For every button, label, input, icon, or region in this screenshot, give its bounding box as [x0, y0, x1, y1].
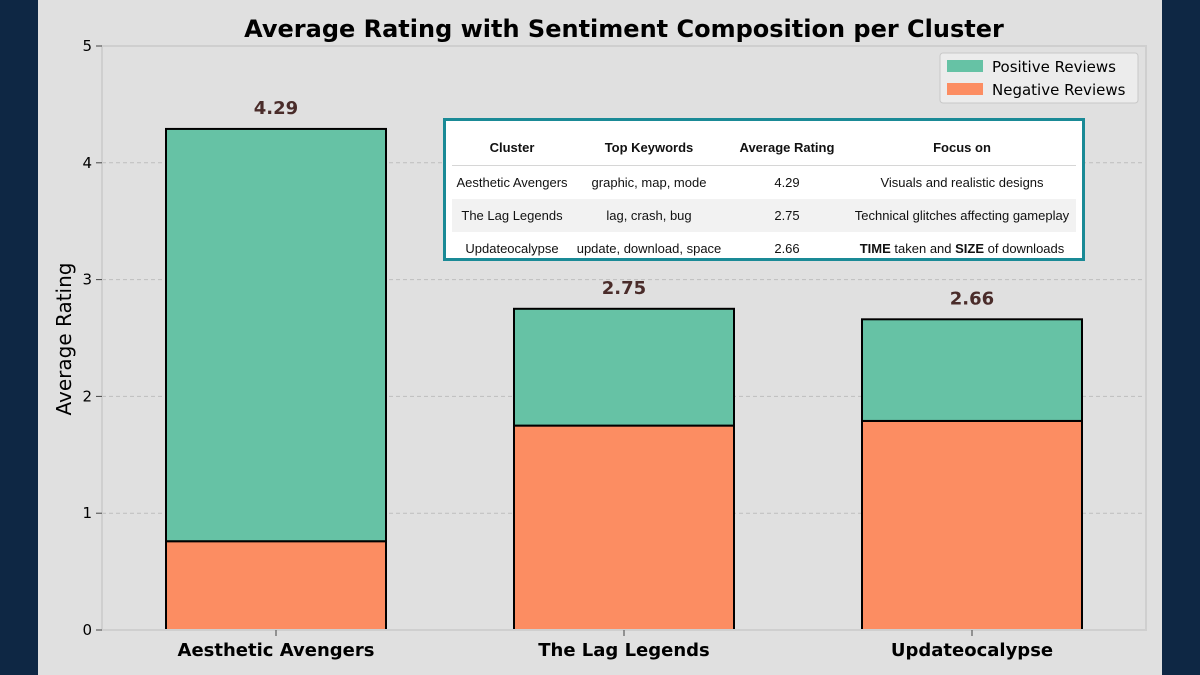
cell-focus: Visuals and realistic designs [880, 175, 1044, 190]
cell-cluster: Updateocalypse [465, 241, 559, 256]
bar-positive-reviews [861, 318, 1083, 422]
bar-positive-reviews [513, 307, 735, 427]
cell-keywords: lag, crash, bug [572, 199, 726, 232]
focus-text-mid: taken and [890, 241, 956, 256]
chart: Average Rating with Sentiment Compositio… [52, 15, 1147, 661]
legend-box [939, 52, 1139, 104]
y-tick-label: 4 [82, 154, 92, 172]
x-tick-label: The Lag Legends [538, 640, 710, 661]
y-tick-label: 3 [82, 271, 92, 289]
cell-keywords: graphic, map, mode [591, 175, 707, 190]
legend: Positive Reviews Negative Reviews [939, 52, 1139, 104]
focus-bold-size: SIZE [955, 241, 985, 256]
legend-label-negative: Negative Reviews [992, 81, 1126, 99]
header-top-keywords: Top Keywords [572, 129, 726, 166]
y-tick-label: 0 [82, 621, 92, 639]
chart-panel: Average Rating with Sentiment Compositio… [38, 0, 1162, 675]
table-row: Aesthetic Avengers graphic, map, mode 4.… [452, 166, 1076, 200]
axes [96, 45, 1147, 636]
bar-negative-reviews [165, 540, 387, 631]
cell-focus: Technical glitches affecting gameplay [848, 199, 1076, 232]
legend-label-positive: Positive Reviews [992, 58, 1116, 76]
y-tick-label: 1 [82, 504, 92, 522]
cell-rating: 2.75 [726, 199, 848, 232]
total-label: 4.29 [254, 98, 298, 119]
cell-rating: 4.29 [774, 175, 800, 190]
bar-positive-reviews [165, 127, 387, 543]
header-average-rating: Average Rating [726, 129, 848, 166]
bar-negative-reviews [861, 419, 1083, 632]
cell-rating: 2.66 [774, 241, 800, 256]
cluster-summary-table: Cluster Top Keywords Average Rating Focu… [443, 118, 1085, 261]
x-tick-label: Updateocalypse [891, 640, 1053, 661]
bars [165, 127, 1083, 632]
cell-keywords: update, download, space [576, 241, 722, 256]
table-row: Updateocalypse update, download, space 2… [452, 232, 1076, 265]
table-row: The Lag Legends lag, crash, bug 2.75 Tec… [452, 199, 1076, 232]
total-label: 2.66 [950, 288, 994, 309]
cell-focus: TIME taken and SIZE of downloads [848, 232, 1076, 265]
legend-swatch-positive [947, 60, 983, 72]
focus-text-end: of downloads [984, 241, 1065, 256]
total-label: 2.75 [602, 278, 646, 299]
y-tick-label: 5 [82, 37, 92, 55]
y-tick-label: 2 [82, 387, 92, 405]
labels: 0 1 2 3 4 5 4.29 Aesthetic Avengers 2.75 The Lag … [82, 37, 1053, 661]
bar-negative-reviews [513, 424, 735, 631]
header-cluster: Cluster [452, 129, 572, 166]
table-header-row: Cluster Top Keywords Average Rating Focu… [452, 129, 1076, 166]
focus-bold-time: TIME [859, 241, 891, 256]
cell-cluster: The Lag Legends [452, 199, 572, 232]
header-focus-on: Focus on [848, 129, 1076, 166]
x-tick-label: Aesthetic Avengers [178, 640, 375, 661]
cell-cluster: Aesthetic Avengers [456, 175, 568, 190]
legend-swatch-negative [947, 83, 983, 95]
y-axis-label: Average Rating [52, 263, 76, 416]
chart-title: Average Rating with Sentiment Compositio… [244, 15, 1004, 43]
